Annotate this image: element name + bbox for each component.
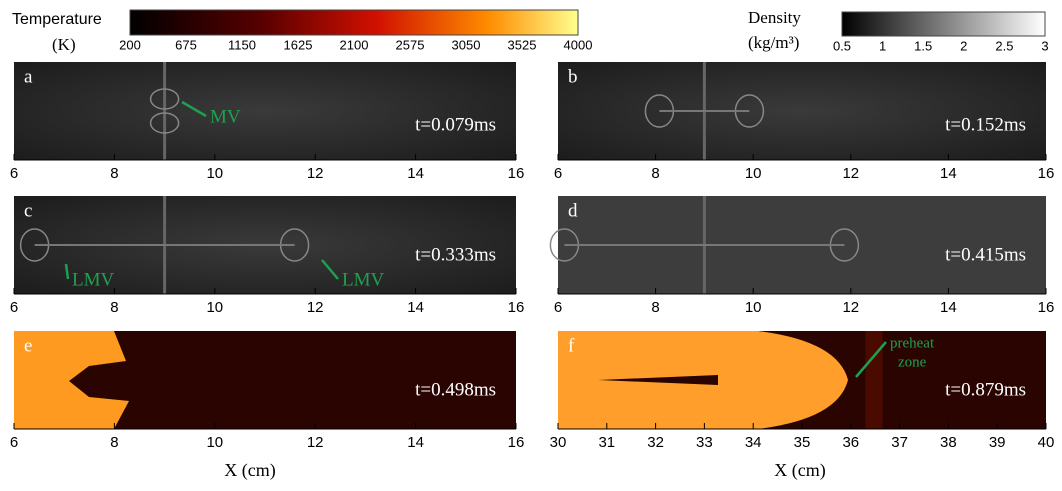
x-tick-label: 6 <box>554 165 562 182</box>
x-tick-label: 10 <box>206 299 223 316</box>
colorbar-tick-label: 2100 <box>340 37 369 52</box>
x-axis-label: X (cm) <box>224 460 275 481</box>
x-tick-label: 8 <box>651 165 659 182</box>
x-tick-label: 31 <box>598 434 615 451</box>
colorbar-tick-label: 3525 <box>508 37 537 52</box>
x-tick-label: 39 <box>989 434 1006 451</box>
x-tick-label: 6 <box>554 299 562 316</box>
time-label: t=0.415ms <box>945 244 1026 265</box>
field-image <box>558 62 1046 160</box>
panel-letter: b <box>568 66 578 87</box>
panel-letter: a <box>24 66 33 87</box>
field-image <box>14 62 516 160</box>
panel-letter: c <box>24 200 32 221</box>
x-tick-label: 30 <box>550 434 567 451</box>
x-tick-label: 14 <box>940 299 957 316</box>
x-tick-label: 33 <box>696 434 713 451</box>
x-tick-label: 14 <box>407 299 424 316</box>
colorbar-unit: (kg/m³) <box>748 33 799 52</box>
panel-letter: e <box>24 335 32 356</box>
x-tick-label: 12 <box>842 165 859 182</box>
x-tick-label: 8 <box>110 299 118 316</box>
x-tick-label: 16 <box>1038 165 1055 182</box>
x-tick-label: 35 <box>794 434 811 451</box>
time-label: t=0.879ms <box>945 379 1026 400</box>
colorbar-tick-label: 3050 <box>452 37 481 52</box>
x-tick-label: 10 <box>745 299 762 316</box>
panel-letter: d <box>568 200 578 221</box>
colorbar-tick-label: 200 <box>119 37 141 52</box>
x-tick-label: 32 <box>647 434 664 451</box>
x-tick-label: 6 <box>10 165 18 182</box>
colorbar-tick-label: 675 <box>175 37 197 52</box>
annotation: MV <box>210 106 241 127</box>
colorbar-tick-label: 3 <box>1041 38 1048 53</box>
x-tick-label: 16 <box>508 299 525 316</box>
x-tick-label: 12 <box>307 165 324 182</box>
colorbar-tick-label: 2575 <box>396 37 425 52</box>
x-tick-label: 8 <box>110 165 118 182</box>
x-tick-label: 14 <box>407 165 424 182</box>
colorbar-tick-label: 1.5 <box>914 38 932 53</box>
annotation: preheat <box>890 335 935 351</box>
x-tick-label: 10 <box>206 165 223 182</box>
x-tick-label: 36 <box>842 434 859 451</box>
time-label: t=0.333ms <box>415 244 496 265</box>
colorbar-unit: (K) <box>52 35 76 54</box>
colorbar <box>130 10 578 35</box>
colorbar-tick-label: 4000 <box>564 37 593 52</box>
time-label: t=0.079ms <box>415 114 496 135</box>
x-tick-label: 12 <box>307 299 324 316</box>
time-label: t=0.498ms <box>415 379 496 400</box>
panel-letter: f <box>568 335 575 356</box>
x-tick-label: 10 <box>745 165 762 182</box>
x-tick-label: 14 <box>940 165 957 182</box>
colorbar-title: Density <box>748 8 801 27</box>
colorbar-tick-label: 1 <box>879 38 886 53</box>
x-tick-label: 16 <box>508 165 525 182</box>
colorbar-tick-label: 1150 <box>228 37 256 52</box>
x-tick-label: 12 <box>842 299 859 316</box>
colorbar-tick-label: 2.5 <box>995 38 1013 53</box>
x-tick-label: 14 <box>407 434 424 451</box>
x-tick-label: 37 <box>891 434 908 451</box>
x-axis-label: X (cm) <box>774 460 825 481</box>
x-tick-label: 8 <box>651 299 659 316</box>
x-tick-label: 12 <box>307 434 324 451</box>
x-tick-label: 38 <box>940 434 957 451</box>
figure: Temperature (K) Density (kg/m³) X (cm) X… <box>0 0 1062 486</box>
colorbar-title: Temperature <box>12 11 102 28</box>
time-label: t=0.152ms <box>945 114 1026 135</box>
x-tick-label: 40 <box>1038 434 1055 451</box>
colorbar-tick-label: 1625 <box>284 37 313 52</box>
x-tick-label: 34 <box>745 434 762 451</box>
x-tick-label: 10 <box>206 434 223 451</box>
x-tick-label: 6 <box>10 434 18 451</box>
x-tick-label: 16 <box>1038 299 1055 316</box>
colorbar-tick-label: 2 <box>960 38 967 53</box>
annotation: zone <box>898 354 927 370</box>
annotation: LMV <box>72 269 115 290</box>
annotation: LMV <box>342 269 385 290</box>
x-tick-label: 16 <box>508 434 525 451</box>
x-tick-label: 6 <box>10 299 18 316</box>
colorbar-tick-label: 0.5 <box>833 38 851 53</box>
x-tick-label: 8 <box>110 434 118 451</box>
preheat-zone <box>865 331 882 429</box>
colorbar <box>842 12 1045 36</box>
